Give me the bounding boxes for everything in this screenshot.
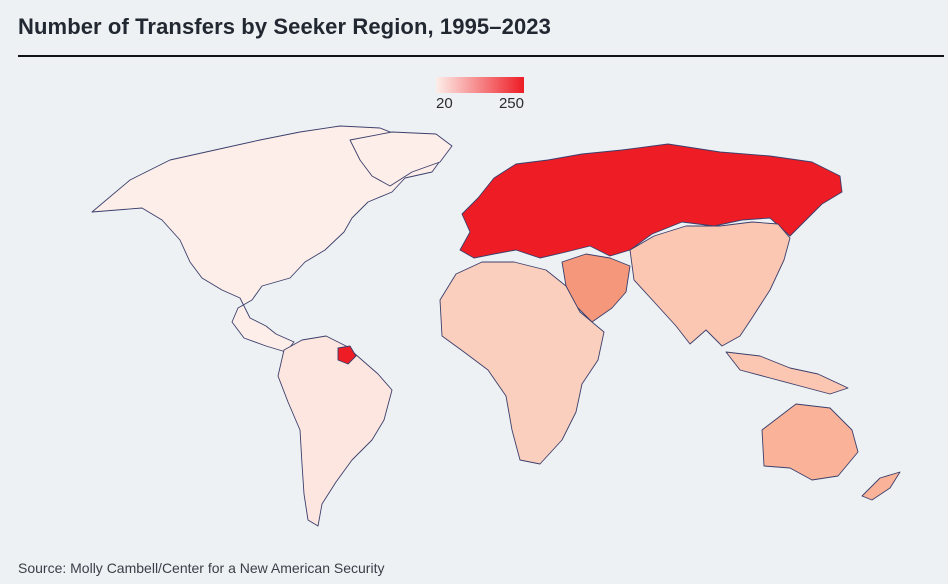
chart-title: Number of Transfers by Seeker Region, 19… [18, 14, 551, 39]
region-australia-oceania[interactable] [761, 403, 901, 501]
region-europe-russia[interactable] [459, 143, 843, 259]
region-asia[interactable] [629, 221, 849, 395]
legend-min-label: 20 [436, 95, 453, 112]
region-south-america[interactable] [277, 335, 393, 527]
region-north-america[interactable] [91, 125, 449, 353]
color-legend: 20 250 [436, 77, 524, 113]
region-africa[interactable] [439, 261, 605, 465]
region-french-guiana[interactable] [337, 345, 357, 365]
color-scale-bar [436, 77, 524, 93]
source-note: Source: Molly Cambell/Center for a New A… [18, 560, 385, 576]
title-divider [18, 55, 944, 57]
region-greenland[interactable] [349, 131, 453, 187]
legend-max-label: 250 [498, 95, 524, 112]
